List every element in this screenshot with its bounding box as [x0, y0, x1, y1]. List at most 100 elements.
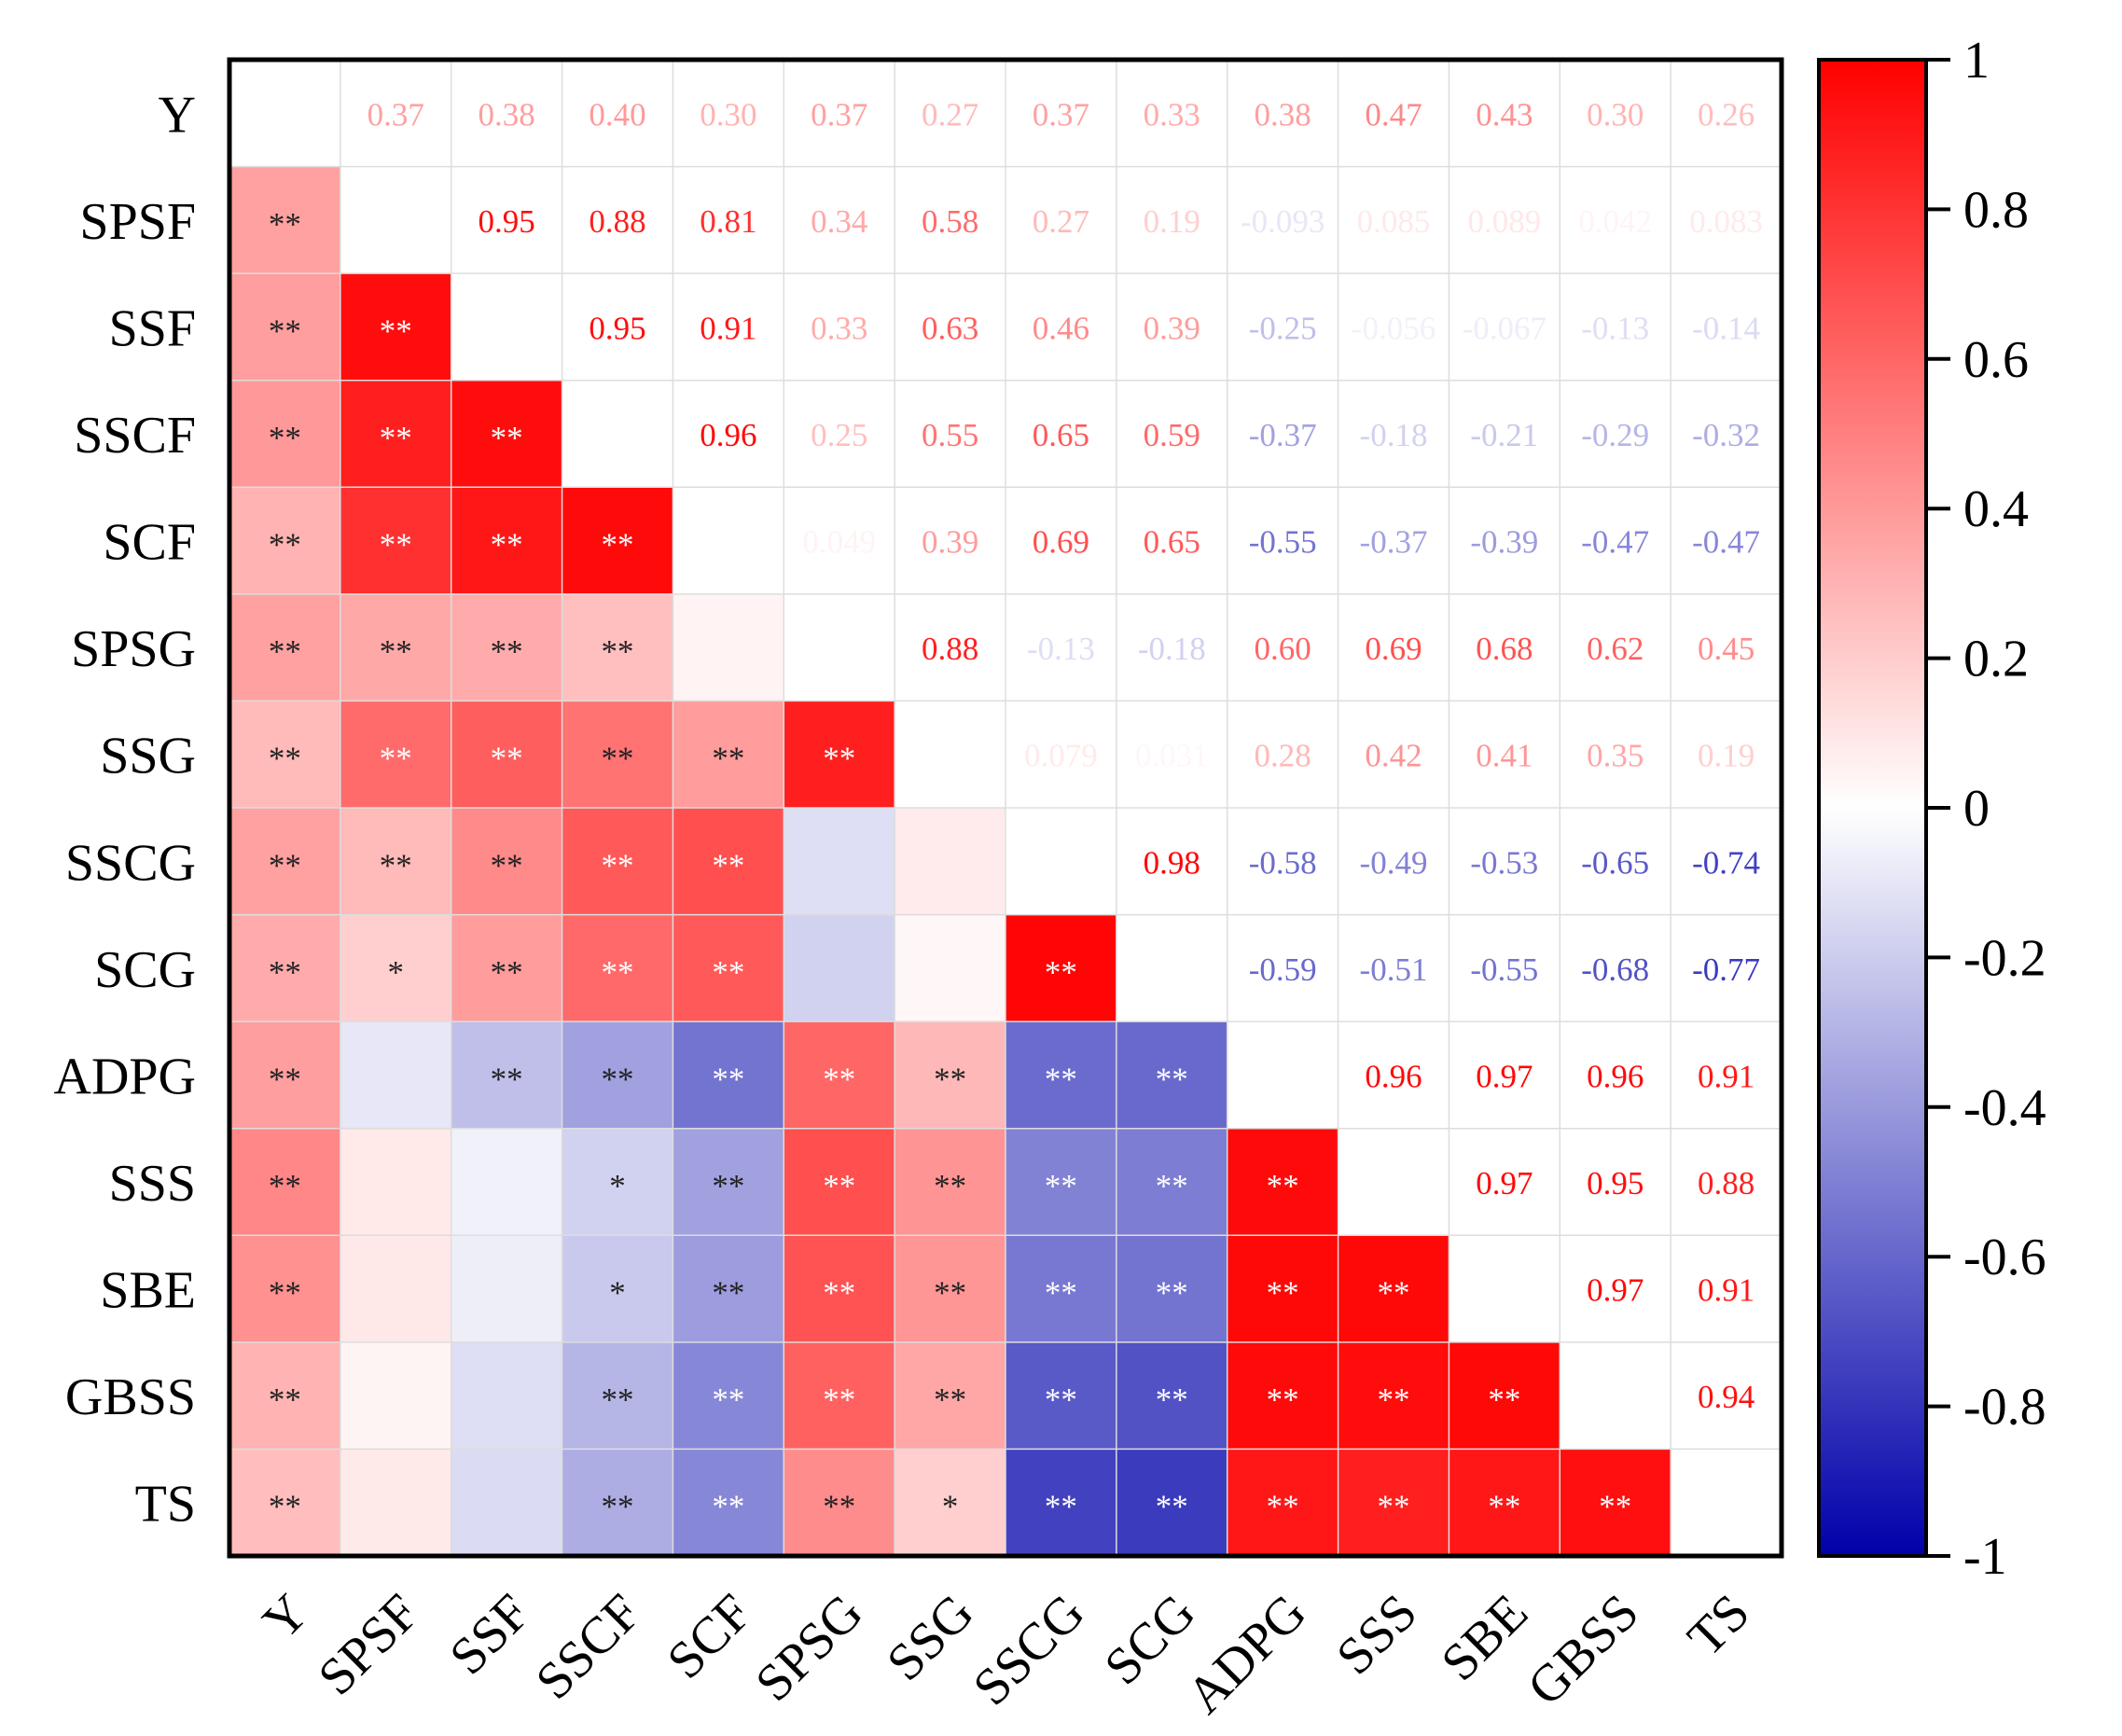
row-label-SPSG: SPSG: [71, 620, 196, 678]
significance-SSCG-Y: **: [269, 847, 301, 883]
coef-SSF-SCF: 0.91: [700, 310, 756, 346]
coef-Y-SCF: 0.30: [700, 96, 756, 132]
significance-TS-SPSG: **: [823, 1489, 855, 1525]
cell-SSCG-SSCF: [562, 808, 673, 916]
significance-SSS-SSCG: **: [1045, 1168, 1077, 1204]
colorbar-tick-label: 0.8: [1963, 181, 2029, 239]
cell-SSCF-SSF: [451, 380, 563, 488]
significance-SPSG-SPSF: **: [380, 633, 412, 670]
coef-Y-TS: 0.26: [1698, 96, 1754, 132]
cell-GBSS-Y: [229, 1341, 341, 1450]
significance-SPSG-SSF: **: [491, 633, 523, 670]
significance-SCG-SCF: **: [712, 954, 744, 991]
cell-SPSG-SCF: [673, 593, 784, 701]
cell-TS-Y: [229, 1449, 341, 1557]
coef-SCF-SSCG: 0.69: [1033, 524, 1089, 561]
cell-TS-ADPG: [1227, 1449, 1339, 1557]
cell-GBSS-SPSF: [340, 1341, 452, 1450]
significance-SSS-SCF: **: [712, 1168, 744, 1204]
significance-ADPG-SSF: **: [491, 1061, 523, 1097]
plot-frame: [227, 57, 1784, 1559]
cell-SSF-Y: [229, 273, 341, 382]
coef-ADPG-SSS: 0.96: [1365, 1058, 1422, 1094]
significance-SSS-SPSG: **: [823, 1168, 855, 1204]
coef-SPSF-SSCF: 0.88: [589, 203, 645, 240]
significance-SSCG-SPSF: **: [380, 847, 412, 883]
cell-SCG-SSCF: [562, 914, 673, 1022]
cell-SSS-SPSG: [784, 1128, 895, 1236]
colorbar-tick-label: -1: [1963, 1528, 2007, 1586]
significance-SSCG-SSF: **: [491, 847, 523, 883]
cell-SSG-Y: [229, 701, 341, 809]
coef-SPSG-SSCG: -0.13: [1027, 631, 1095, 667]
significance-SBE-SSG: **: [934, 1275, 966, 1312]
coef-SSCG-ADPG: -0.58: [1249, 844, 1317, 881]
cell-labels: 0.37 0.38 0.40 0.30 0.37 0.27 0.37 0.33 0.38 0.47…: [269, 96, 1763, 1524]
significance-SBE-ADPG: **: [1267, 1275, 1299, 1312]
coef-Y-GBSS: 0.30: [1587, 96, 1644, 132]
coef-SCF-TS: -0.47: [1692, 524, 1760, 561]
cell-GBSS-ADPG: [1227, 1341, 1339, 1450]
coef-SSCG-SSS: -0.49: [1360, 844, 1428, 881]
coef-SPSF-SPSG: 0.34: [811, 203, 867, 240]
coef-SSS-SBE: 0.97: [1476, 1165, 1533, 1201]
cell-SPSG-SSF: [451, 593, 563, 701]
coef-SPSG-SCG: -0.18: [1138, 631, 1206, 667]
significance-SCG-SPSF: *: [388, 954, 405, 991]
coef-SSCF-SCF: 0.96: [700, 417, 756, 453]
coef-SPSF-SSG: 0.58: [922, 203, 978, 240]
cell-SCG-SCF: [673, 914, 784, 1022]
cell-SSS-SSCG: [1006, 1128, 1117, 1236]
significance-SSS-Y: **: [269, 1168, 301, 1204]
cell-TS-SCF: [673, 1449, 784, 1557]
cell-SCG-SPSG: [784, 914, 895, 1022]
coef-SPSG-TS: 0.45: [1698, 631, 1754, 667]
colorbar-tick-label: 1: [1963, 32, 1990, 90]
significance-SBE-SCF: **: [712, 1275, 744, 1312]
significance-SCF-SPSF: **: [380, 527, 412, 563]
coef-Y-SCG: 0.33: [1144, 96, 1200, 132]
cell-ADPG-SSCG: [1006, 1021, 1117, 1130]
cell-SBE-Y: [229, 1235, 341, 1343]
coef-SBE-GBSS: 0.97: [1587, 1272, 1644, 1309]
cell-SBE-SPSF: [340, 1235, 452, 1343]
column-label-SSCG: SSCG: [963, 1583, 1096, 1716]
coef-SPSG-ADPG: 0.60: [1255, 631, 1311, 667]
coef-SSF-SSS: -0.056: [1352, 310, 1435, 346]
significance-ADPG-SCG: **: [1156, 1061, 1188, 1097]
significance-ADPG-SSCF: **: [602, 1061, 634, 1097]
significance-SCG-SSF: **: [491, 954, 523, 991]
colorbar-gradient: [1817, 58, 1928, 1558]
cell-SSS-SCG: [1116, 1128, 1228, 1236]
coef-SSG-SSS: 0.42: [1365, 738, 1422, 774]
cell-SBE-SSCG: [1006, 1235, 1117, 1343]
cell-GBSS-SCG: [1116, 1341, 1228, 1450]
significance-SCF-Y: **: [269, 527, 301, 563]
cell-GBSS-SSCF: [562, 1341, 673, 1450]
cell-SBE-SSCF: [562, 1235, 673, 1343]
coef-Y-SPSF: 0.37: [368, 96, 424, 132]
significance-SCG-Y: **: [269, 954, 301, 991]
coef-Y-SSF: 0.38: [478, 96, 535, 132]
significance-GBSS-SSCF: **: [602, 1382, 634, 1418]
cell-SCF-SPSF: [340, 487, 452, 595]
coef-SPSF-SSCG: 0.27: [1033, 203, 1089, 240]
significance-GBSS-SCG: **: [1156, 1382, 1188, 1418]
cell-ADPG-SCG: [1116, 1021, 1228, 1130]
cell-GBSS-SSCG: [1006, 1341, 1117, 1450]
cell-ADPG-SSCF: [562, 1021, 673, 1130]
coef-SCF-SBE: -0.39: [1470, 524, 1538, 561]
coef-SSS-TS: 0.88: [1698, 1165, 1754, 1201]
column-label-SSS: SSS: [1325, 1583, 1428, 1686]
cell-SBE-SCF: [673, 1235, 784, 1343]
significance-TS-SCG: **: [1156, 1489, 1188, 1525]
cell-TS-SSCF: [562, 1449, 673, 1557]
coef-SPSF-SSF: 0.95: [478, 203, 535, 240]
cell-SSS-Y: [229, 1128, 341, 1236]
significance-SSCF-SSF: **: [491, 420, 523, 456]
cell-SSG-SCF: [673, 701, 784, 809]
cell-SSCG-SCF: [673, 808, 784, 916]
cell-SPSG-SSCF: [562, 593, 673, 701]
significance-TS-SBE: **: [1488, 1489, 1520, 1525]
